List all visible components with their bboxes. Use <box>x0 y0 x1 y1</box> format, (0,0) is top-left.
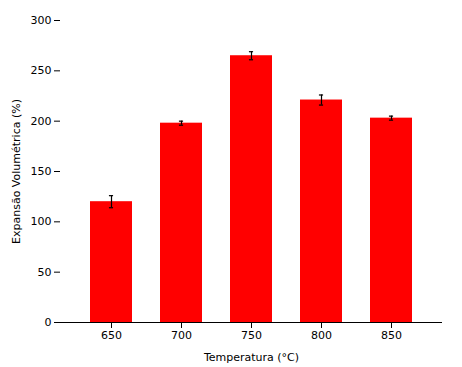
svg-text:850: 850 <box>381 329 402 342</box>
svg-text:Expansão Volumétrica (%): Expansão Volumétrica (%) <box>10 99 23 244</box>
svg-text:300: 300 <box>31 14 52 27</box>
svg-text:150: 150 <box>31 165 52 178</box>
svg-text:750: 750 <box>241 329 262 342</box>
svg-text:50: 50 <box>38 266 52 279</box>
svg-text:650: 650 <box>101 329 122 342</box>
svg-text:200: 200 <box>31 115 52 128</box>
svg-text:700: 700 <box>171 329 192 342</box>
svg-text:0: 0 <box>45 316 52 329</box>
svg-text:Temperatura (°C): Temperatura (°C) <box>203 351 299 364</box>
svg-text:100: 100 <box>31 215 52 228</box>
svg-text:250: 250 <box>31 64 52 77</box>
svg-text:800: 800 <box>311 329 332 342</box>
